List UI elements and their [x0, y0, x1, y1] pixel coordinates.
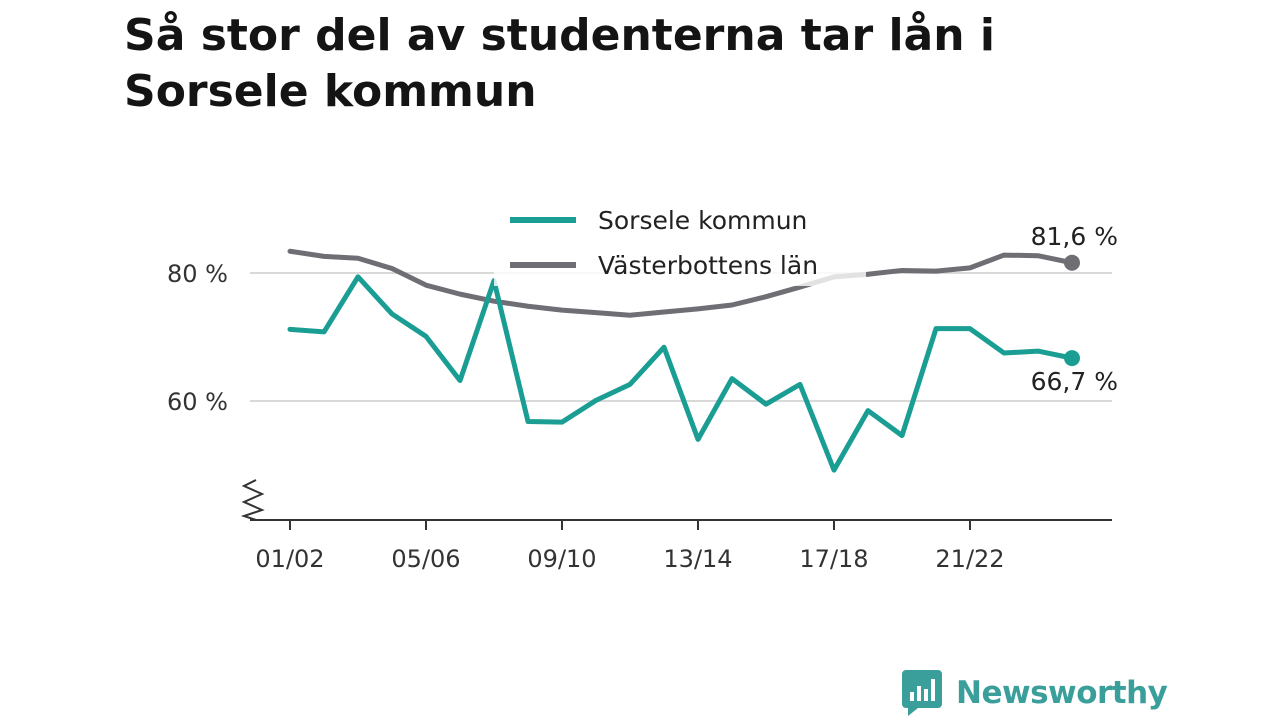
- legend-label: Västerbottens län: [598, 251, 818, 280]
- y-tick-label: 60 %: [167, 388, 228, 416]
- x-axis: 01/02 05/06 09/10 13/14 17/18 21/22: [240, 479, 1112, 573]
- legend: Sorsele kommun Västerbottens län: [494, 200, 866, 286]
- legend-label: Sorsele kommun: [598, 206, 807, 235]
- series-lines: [287, 248, 1080, 473]
- x-tick-label: 01/02: [255, 545, 324, 573]
- gridlines: 60 % 80 %: [167, 260, 1112, 416]
- series-end-point: [1064, 254, 1080, 271]
- series-end-point: [1064, 350, 1080, 367]
- end-label-vasterbotten: 81,6 %: [1031, 222, 1118, 251]
- x-tick-label: 17/18: [799, 545, 868, 573]
- end-labels: 81,6 % 66,7 %: [1031, 222, 1118, 396]
- newsworthy-logo-text: Newsworthy: [956, 675, 1168, 711]
- y-tick-label: 80 %: [167, 260, 228, 288]
- axis-break-icon: [240, 479, 265, 521]
- x-tick-label: 09/10: [527, 545, 596, 573]
- end-label-sorsele: 66,7 %: [1031, 367, 1118, 396]
- series-line-sorsele: [287, 274, 1075, 473]
- legend-background: [494, 200, 866, 286]
- newsworthy-logo: Newsworthy: [902, 670, 1168, 716]
- x-tick-label: 13/14: [663, 545, 732, 573]
- chart-title: Så stor del av studenterna tar lån i Sor…: [124, 10, 995, 117]
- series-line-vasterbotten: [287, 248, 1075, 318]
- newsworthy-logo-icon: [902, 670, 942, 716]
- x-tick-label: 21/22: [935, 545, 1004, 573]
- x-tick-label: 05/06: [391, 545, 460, 573]
